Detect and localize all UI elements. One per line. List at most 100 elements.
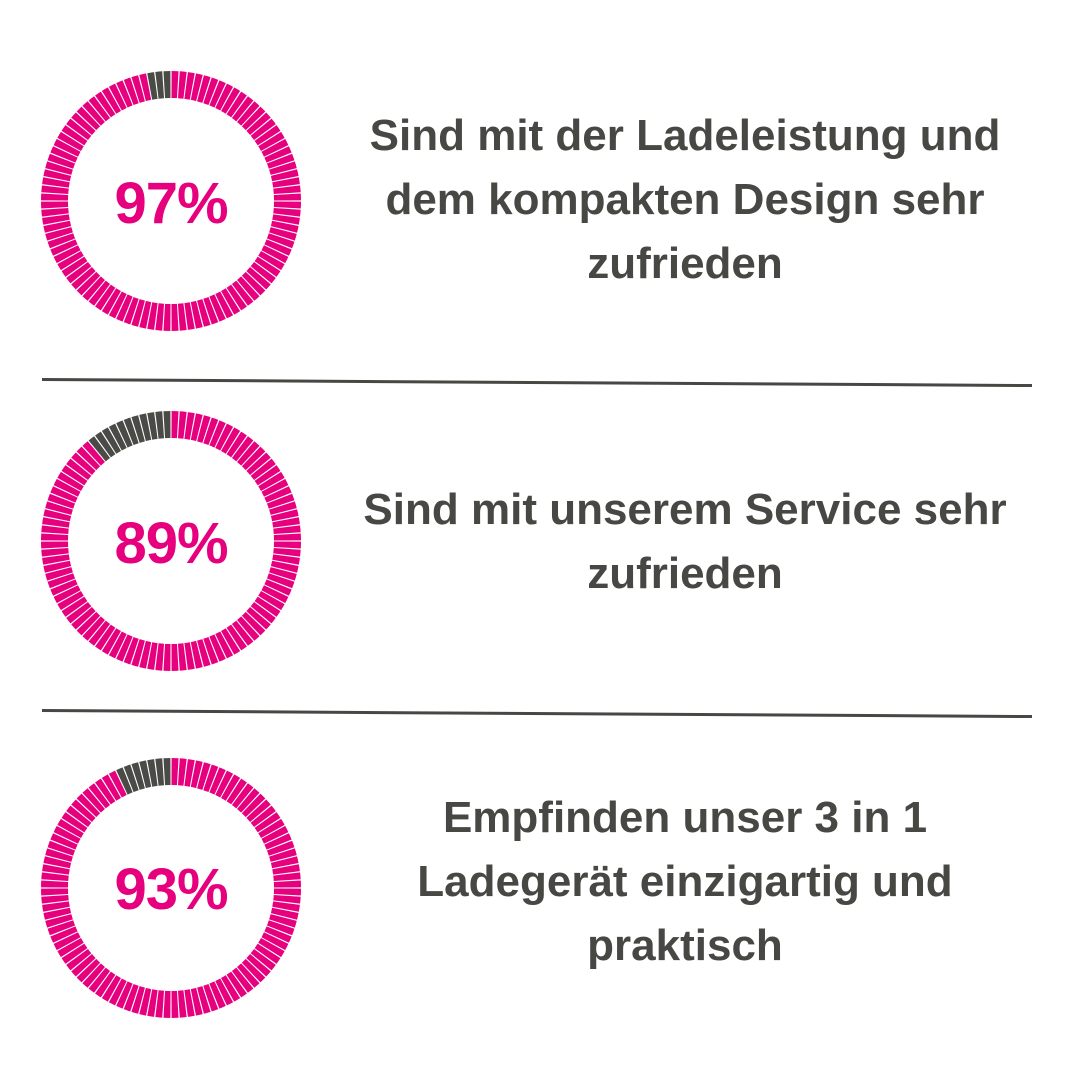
ring-segment-filled-3-23 (273, 872, 301, 882)
ring-segment-filled-3-31 (264, 926, 292, 943)
ring-segment-filled-3-65 (61, 943, 88, 964)
ring-segment-filled-3-19 (266, 840, 295, 856)
ring-segment-filled-1-20 (269, 161, 297, 175)
ring-segment-filled-1-8 (221, 87, 241, 114)
ring-segment-filled-1-60 (88, 280, 111, 306)
ring-segment-filled-3-88 (82, 788, 105, 813)
ring-segment-filled-3-89 (88, 783, 111, 809)
ring-segment-filled-3-91 (101, 774, 121, 801)
ring-segment-filled-2-33 (258, 591, 285, 611)
ring-segment-filled-3-92 (108, 770, 127, 798)
ring-segment-filled-2-80 (47, 493, 76, 509)
ring-segment-filled-1-80 (47, 153, 76, 169)
ring-segment-filled-3-21 (270, 856, 299, 869)
ring-segment-filled-3-61 (82, 963, 105, 988)
ring-segment-filled-3-78 (43, 856, 72, 869)
ring-segment-empty-1-97 (147, 72, 158, 100)
ring-segment-filled-2-40 (226, 624, 247, 651)
ring-segment-filled-1-7 (215, 83, 234, 111)
ring-segment-filled-3-10 (231, 783, 254, 809)
ring-segment-empty-3-99 (163, 758, 171, 786)
ring-segment-filled-1-75 (41, 193, 69, 201)
ring-segment-filled-1-24 (273, 193, 301, 201)
ring-segment-filled-3-55 (123, 983, 139, 1012)
ring-segment-filled-2-76 (41, 525, 69, 535)
ring-segment-filled-2-4 (197, 415, 211, 443)
divider-2 (41, 709, 1032, 719)
ring-segment-filled-1-0 (171, 71, 179, 99)
ring-segment-filled-1-52 (147, 302, 158, 330)
ring-segment-filled-1-78 (43, 169, 72, 182)
ring-segment-filled-2-22 (272, 517, 300, 528)
ring-segment-filled-2-18 (264, 486, 292, 503)
ring-segment-filled-3-4 (197, 762, 211, 790)
ring-segment-filled-3-16 (258, 818, 285, 838)
ring-segment-filled-1-96 (139, 73, 152, 102)
ring-segment-filled-1-86 (71, 112, 96, 135)
divider-1 (41, 378, 1032, 388)
ring-segment-filled-2-16 (258, 471, 285, 491)
ring-segment-filled-2-54 (131, 639, 145, 667)
ring-segment-filled-2-81 (50, 486, 78, 503)
ring-segment-filled-2-9 (226, 431, 247, 458)
ring-segment-filled-2-83 (57, 471, 84, 491)
ring-segment-filled-1-32 (261, 245, 289, 264)
ring-segment-filled-1-47 (184, 302, 195, 330)
ring-segment-filled-1-70 (45, 227, 73, 241)
ring-segment-filled-2-8 (221, 427, 241, 454)
ring-segment-filled-1-76 (41, 185, 69, 195)
ring-segment-filled-3-29 (269, 914, 297, 928)
ring-segment-filled-1-63 (71, 267, 96, 290)
ring-segment-filled-1-50 (163, 303, 171, 331)
ring-segment-filled-2-12 (241, 446, 266, 471)
ring-segment-filled-2-15 (254, 465, 281, 486)
ring-segment-filled-2-51 (155, 643, 165, 671)
ring-segment-filled-1-69 (47, 233, 76, 249)
ring-segment-filled-3-12 (241, 793, 266, 818)
ring-segment-filled-3-90 (95, 778, 116, 805)
ring-segment-filled-3-25 (273, 888, 301, 896)
ring-segment-filled-3-28 (270, 907, 299, 920)
ring-segment-filled-1-92 (108, 83, 127, 111)
ring-segment-filled-3-56 (116, 981, 133, 1009)
ring-segment-filled-2-2 (184, 412, 195, 440)
ring-segment-filled-3-8 (221, 774, 241, 801)
ring-segment-filled-1-40 (226, 284, 247, 311)
ring-segment-filled-3-68 (50, 926, 78, 943)
ring-segment-filled-2-26 (273, 547, 301, 557)
ring-segment-empty-2-98 (155, 411, 165, 439)
ring-segment-filled-3-0 (171, 758, 179, 786)
ring-segment-filled-1-95 (131, 75, 145, 103)
ring-segment-filled-1-83 (57, 131, 84, 151)
ring-segment-filled-3-67 (53, 932, 81, 951)
ring-segment-filled-2-72 (42, 554, 70, 565)
ring-segment-filled-2-46 (190, 640, 203, 669)
donut-svg-1 (41, 71, 301, 331)
percentage-label-2: 89% (114, 511, 228, 576)
ring-segment-filled-2-55 (123, 636, 139, 665)
ring-segment-filled-1-89 (88, 96, 111, 122)
ring-segment-filled-2-48 (177, 643, 187, 671)
ring-segment-filled-3-77 (42, 864, 70, 875)
ring-segment-filled-2-82 (53, 478, 81, 497)
ring-segment-filled-1-49 (171, 303, 179, 331)
ring-segment-filled-3-71 (43, 907, 72, 920)
ring-segment-filled-1-90 (95, 91, 116, 118)
ring-segment-empty-3-96 (139, 760, 152, 789)
ring-segment-filled-3-2 (184, 759, 195, 787)
ring-segment-empty-2-91 (101, 427, 121, 454)
ring-segment-filled-3-52 (147, 989, 158, 1017)
ring-segment-filled-1-36 (246, 267, 271, 290)
ring-segment-filled-2-3 (190, 413, 203, 442)
ring-segment-filled-2-70 (45, 567, 73, 581)
ring-segment-filled-3-73 (41, 894, 69, 904)
ring-segment-filled-2-62 (76, 611, 101, 636)
ring-segment-filled-1-11 (237, 101, 260, 126)
ring-segment-filled-1-57 (108, 291, 127, 319)
ring-segment-filled-1-71 (43, 220, 72, 233)
ring-segment-filled-2-49 (171, 643, 179, 671)
ring-segment-filled-1-53 (139, 300, 152, 329)
ring-segment-filled-2-27 (272, 554, 300, 565)
ring-segment-filled-3-70 (45, 914, 73, 928)
ring-segment-filled-2-56 (116, 634, 133, 662)
